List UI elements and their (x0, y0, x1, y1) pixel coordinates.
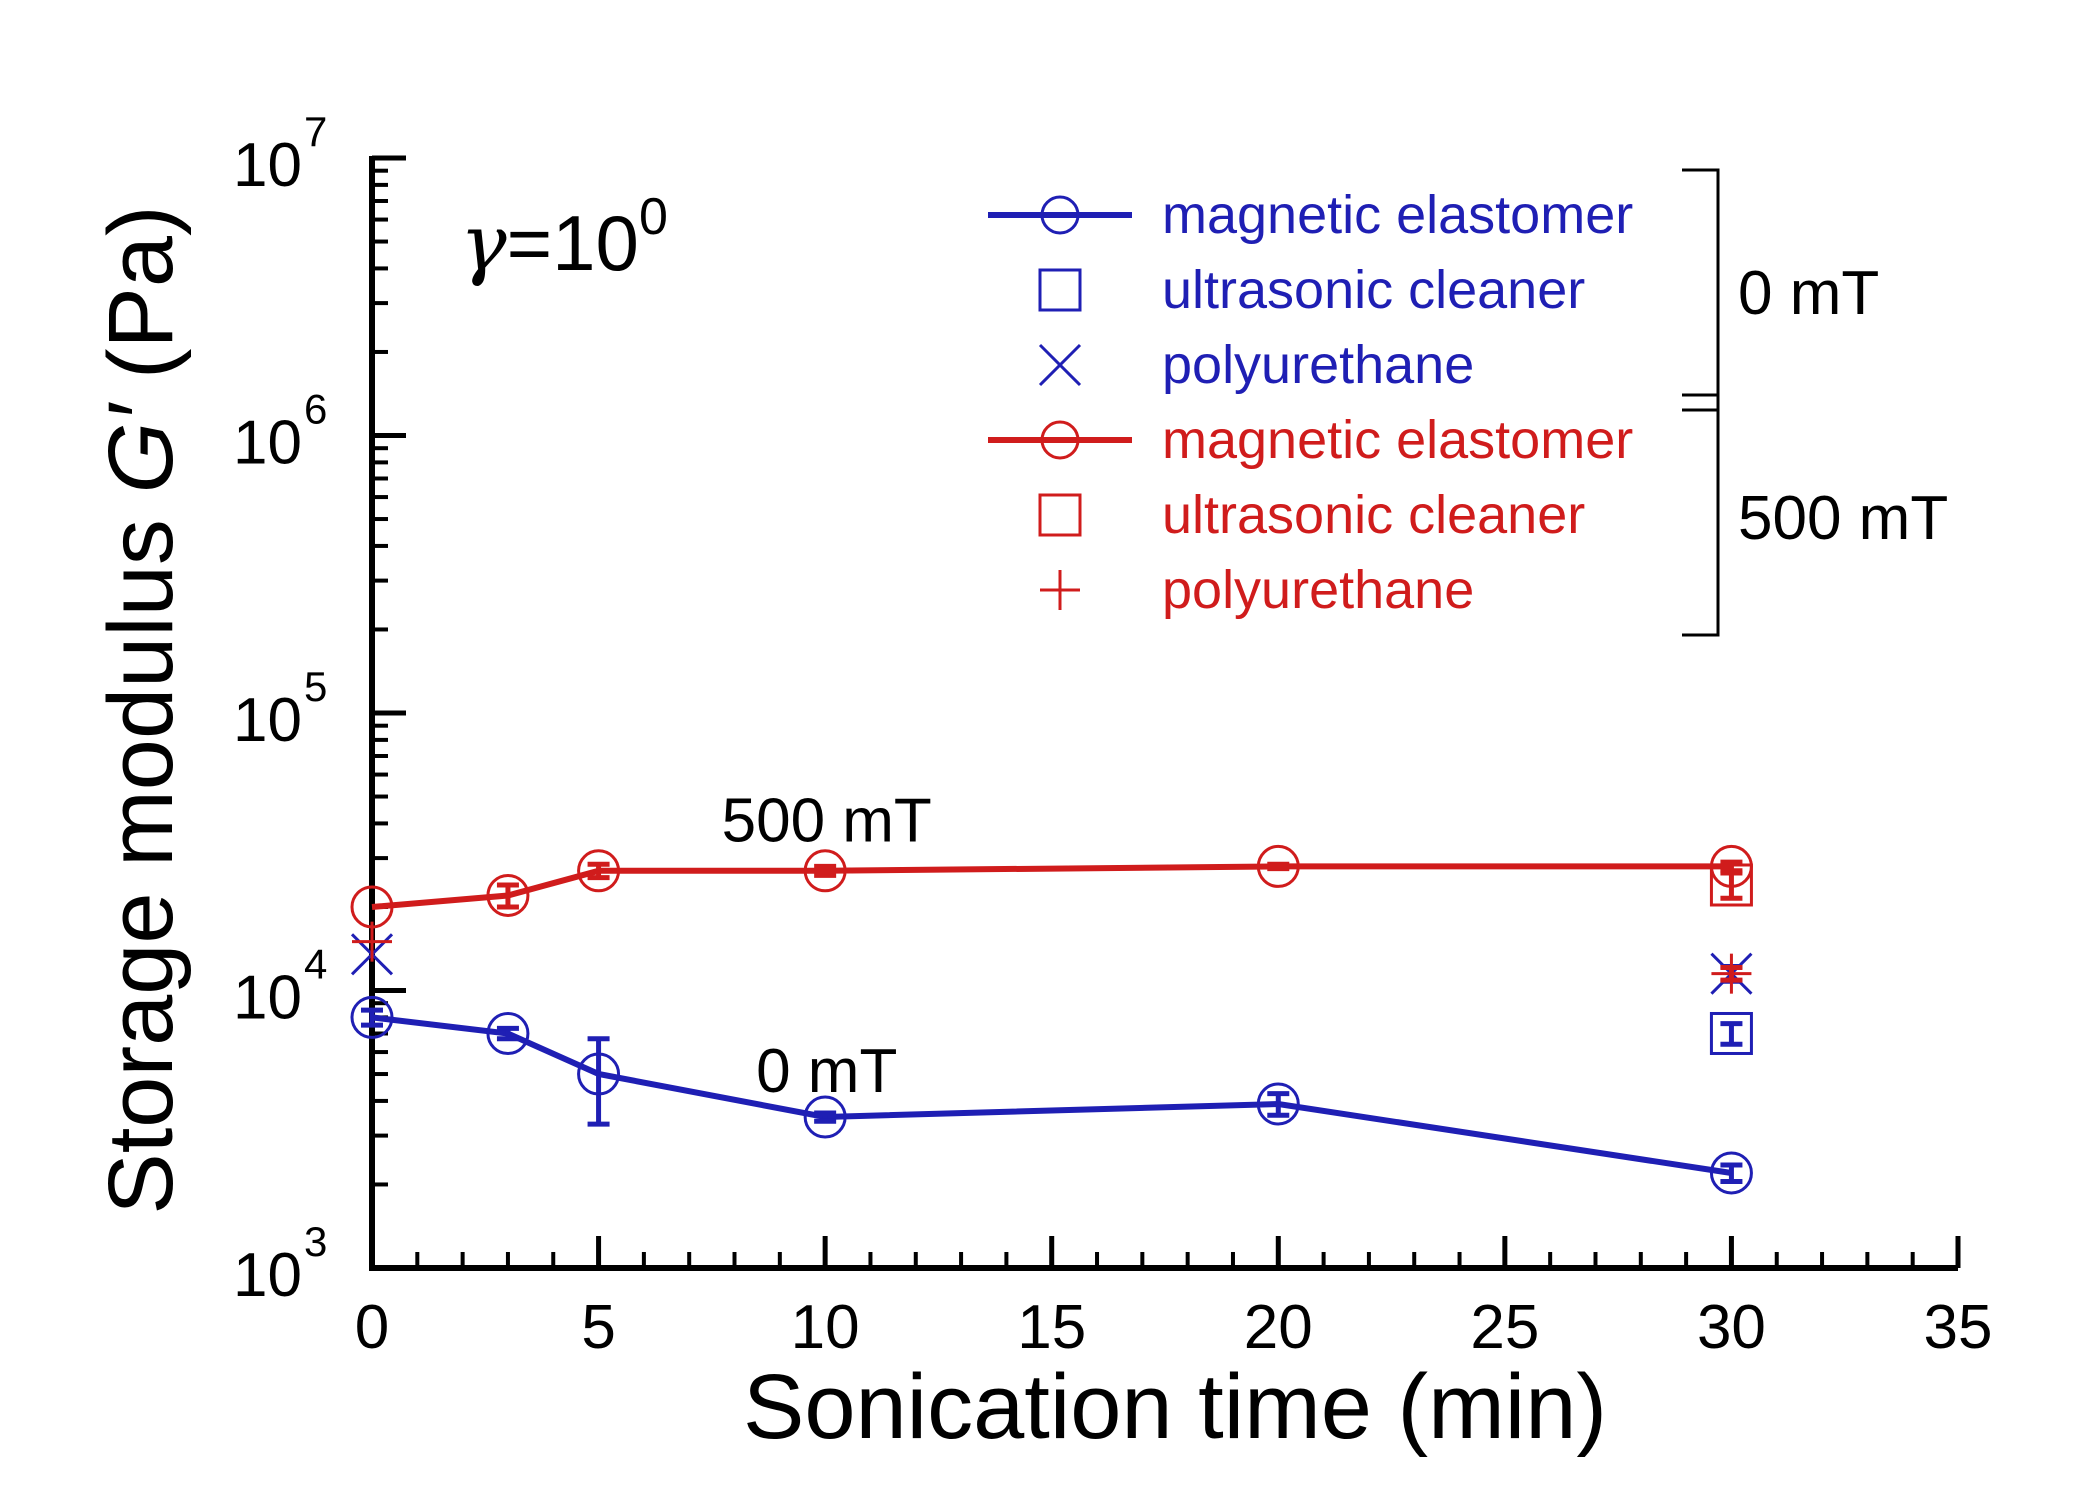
series-polyurethane-500mT (352, 921, 1752, 994)
legend-label: ultrasonic cleaner (1162, 260, 1585, 320)
y-axis-title-suffix: (Pa) (90, 205, 192, 404)
circle-marker (803, 1095, 847, 1139)
series-ultrasonic-cleaner-0mT (1709, 1011, 1753, 1055)
y-tick-exponent: 5 (304, 663, 327, 710)
y-tick-label: 10 (233, 964, 302, 1033)
y-tick-base: 10 (233, 409, 302, 478)
curve-annotation: 500 mT (722, 786, 932, 855)
y-tick-exponent: 6 (304, 386, 327, 433)
circle-marker (577, 1052, 621, 1096)
y-tick-base: 10 (233, 131, 302, 200)
x-tick-label: 0 (355, 1293, 389, 1362)
y-tick-exponent: 4 (304, 941, 327, 988)
y-tick-label: 10 (233, 1241, 302, 1310)
legend-label: magnetic elastomer (1162, 410, 1633, 470)
series-magnetic-elastomer-500mT (350, 844, 1753, 929)
y-tick-label: 10 (233, 686, 302, 755)
strain-exponent: 0 (639, 188, 668, 246)
circle-marker (803, 849, 847, 893)
series-line (371, 1014, 1732, 1176)
y-tick-label: 10 (233, 131, 302, 200)
y-tick-base: 10 (233, 686, 302, 755)
legend-entry: ultrasonic cleaner (1038, 485, 1585, 545)
y-tick-base: 10 (233, 964, 302, 1033)
legend-label: magnetic elastomer (1162, 185, 1633, 245)
y-tick-exponent: 3 (304, 1218, 327, 1265)
legend-entry: polyurethane (1038, 335, 1474, 395)
series-line (371, 863, 1732, 910)
legend-entry: polyurethane (1040, 560, 1474, 620)
legend-label: polyurethane (1162, 335, 1474, 395)
circle-marker (1256, 844, 1300, 888)
square-marker (1709, 863, 1753, 907)
circle-marker (350, 995, 394, 1039)
legend-label: ultrasonic cleaner (1162, 485, 1585, 545)
circle-marker (486, 1011, 530, 1055)
strain-annotation: γ=100 (460, 188, 668, 289)
x-tick-label: 15 (1017, 1293, 1086, 1362)
series-layer (350, 844, 1753, 1195)
legend-entry: magnetic elastomer (988, 410, 1633, 470)
strain-text: =10 (507, 199, 639, 287)
legend-entry: magnetic elastomer (988, 185, 1633, 245)
circle-marker (1040, 195, 1080, 235)
y-tick-exponent: 7 (304, 108, 327, 155)
square-marker (1709, 1011, 1753, 1055)
strain-symbol: γ (460, 199, 507, 289)
x-axis-title: Sonication time (min) (743, 1356, 1607, 1458)
circle-marker (577, 849, 621, 893)
circle-marker (1256, 1082, 1300, 1126)
axis-ticks (369, 155, 1961, 1271)
square-marker (1038, 268, 1082, 312)
series-ultrasonic-cleaner-500mT (1709, 863, 1753, 907)
circle-marker (1709, 1151, 1753, 1195)
series-polyurethane-0mT (350, 933, 1753, 995)
axes (369, 156, 1958, 1271)
x-tick-label: 10 (791, 1293, 860, 1362)
y-tick-label: 10 (233, 409, 302, 478)
circle-marker (486, 873, 530, 917)
legend-group-label: 500 mT (1738, 484, 1948, 553)
x-tick-label: 20 (1244, 1293, 1313, 1362)
y-axis-title-prefix: Storage modulus (90, 494, 192, 1215)
series-magnetic-elastomer-0mT (350, 995, 1753, 1195)
legend-bracket (1682, 393, 1720, 637)
y-axis-title: Storage modulus G′ (Pa) (90, 205, 192, 1214)
x-tick-label: 35 (1924, 1293, 1993, 1362)
x-tick-label: 25 (1470, 1293, 1539, 1362)
x-marker-stroke (1038, 343, 1082, 387)
legend: magnetic elastomer ultrasonic cleaner poly… (988, 168, 1948, 637)
y-tick-base: 10 (233, 1241, 302, 1310)
legend-label: polyurethane (1162, 560, 1474, 620)
legend-group-label: 0 mT (1738, 259, 1879, 328)
legend-entry: ultrasonic cleaner (1038, 260, 1585, 320)
legend-bracket (1682, 168, 1720, 412)
circle-marker (1040, 420, 1080, 460)
y-axis-title-symbol: G′ (90, 402, 192, 494)
annotations: 500 mT 0 mT (722, 786, 932, 1106)
x-tick-label: 5 (581, 1293, 615, 1362)
curve-annotation: 0 mT (756, 1037, 897, 1106)
square-marker (1038, 493, 1082, 537)
x-tick-label: 30 (1697, 1293, 1766, 1362)
